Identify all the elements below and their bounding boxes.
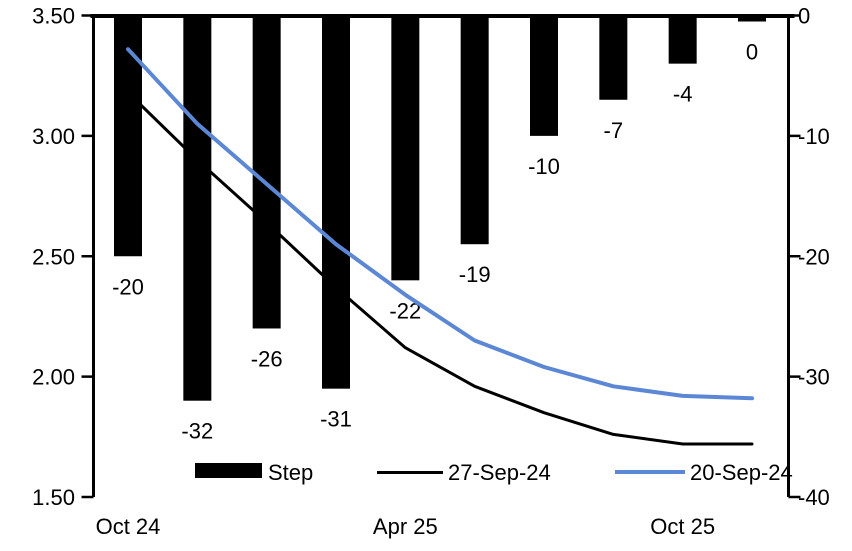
y-axis-label-right: 0 [798, 4, 810, 29]
bar [114, 14, 142, 257]
y-axis-label-left: 2.50 [32, 244, 75, 269]
line-27-sep-24 [126, 91, 754, 446]
legend-item-27-sep-24: 27-Sep-24 [448, 460, 551, 485]
y-axis-label-left: 2.00 [32, 365, 75, 390]
legend-swatch-line-blue [615, 470, 685, 474]
bar-value-label: -26 [251, 346, 283, 371]
bar [322, 14, 350, 389]
y-axis-label-right: -10 [798, 124, 830, 149]
bar [599, 14, 628, 100]
line-20-sep-24 [126, 47, 754, 401]
bar-value-label: -4 [673, 82, 693, 107]
x-axis-label: Apr 25 [373, 514, 438, 539]
bar-value-label: -7 [604, 118, 624, 143]
bar [530, 14, 558, 136]
bar-value-label: -31 [320, 407, 352, 432]
legend-swatch-bar [195, 463, 262, 478]
y-axis-label-right: -20 [798, 244, 830, 269]
x-axis-label: Oct 24 [96, 514, 161, 539]
bar-value-label: -32 [181, 419, 213, 444]
y-axis-label-left: 1.50 [32, 485, 75, 510]
y-axis-label-right: -30 [798, 365, 830, 390]
y-axis-label-left: 3.50 [32, 4, 75, 29]
legend-swatch-line-black [377, 471, 443, 474]
bar-value-label: -19 [459, 262, 491, 287]
y-axis-label-right: -40 [798, 485, 830, 510]
bar [460, 14, 489, 245]
x-axis-label: Oct 25 [650, 514, 715, 539]
bar-value-label: 0 [746, 40, 758, 65]
bar [668, 14, 697, 64]
legend-item-step: Step [268, 460, 314, 485]
bar-value-label: -20 [112, 274, 144, 299]
bar-value-label: -10 [528, 154, 560, 179]
legend-item-20-sep-24: 20-Sep-24 [690, 460, 793, 485]
y-axis-label-left: 3.00 [32, 124, 75, 149]
bar [391, 14, 420, 281]
bar [183, 14, 212, 401]
bar [252, 14, 281, 329]
